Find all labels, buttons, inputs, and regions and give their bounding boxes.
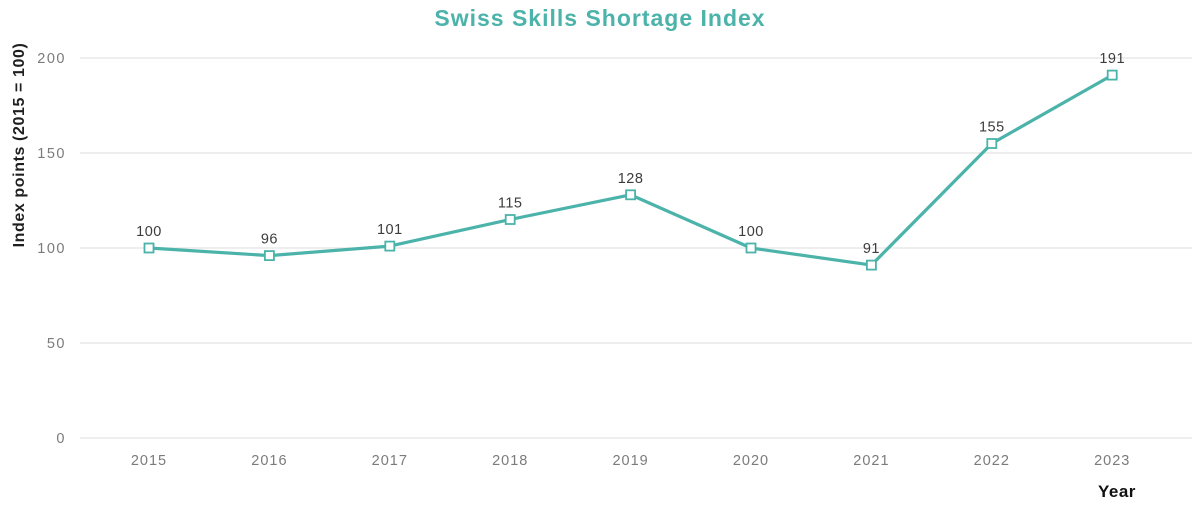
x-axis-title: Year [1098, 482, 1136, 501]
x-tick-label: 2017 [372, 453, 408, 469]
data-point-label: 101 [377, 222, 403, 238]
data-point-label: 100 [738, 224, 764, 240]
data-point-label: 100 [136, 224, 162, 240]
x-tick-label: 2016 [251, 453, 287, 469]
x-tick-label: 2018 [492, 453, 528, 469]
x-tick-label: 2021 [853, 453, 889, 469]
data-point-marker [625, 189, 636, 201]
y-tick-label: 100 [37, 241, 66, 257]
y-tick-label: 0 [56, 431, 66, 447]
data-point-marker [1106, 69, 1118, 81]
x-tick-label: 2022 [974, 453, 1010, 469]
x-tick-label: 2015 [131, 453, 167, 469]
y-tick-label: 150 [37, 146, 66, 162]
data-point-marker [986, 138, 998, 149]
data-point-label: 91 [863, 241, 880, 257]
y-tick-label: 50 [47, 336, 66, 352]
x-tick-label: 2019 [612, 453, 648, 469]
data-point-marker [143, 242, 155, 254]
data-point-label: 115 [498, 196, 523, 212]
data-point-marker [504, 214, 516, 225]
data-point-label: 96 [261, 232, 278, 248]
data-point-label: 191 [1099, 51, 1125, 67]
chart-title: Swiss Skills Shortage Index [434, 5, 766, 31]
data-point-label: 155 [979, 120, 1005, 136]
y-axis-title: Index points (2015 = 100) [11, 42, 28, 248]
data-point-marker [745, 242, 757, 254]
y-tick-label: 200 [37, 51, 66, 67]
data-point-marker [866, 259, 877, 271]
x-tick-label: 2023 [1094, 453, 1130, 469]
data-point-label: 128 [618, 171, 644, 187]
data-point-marker [263, 250, 275, 262]
data-point-marker [384, 240, 396, 252]
x-tick-label: 2020 [733, 453, 769, 469]
